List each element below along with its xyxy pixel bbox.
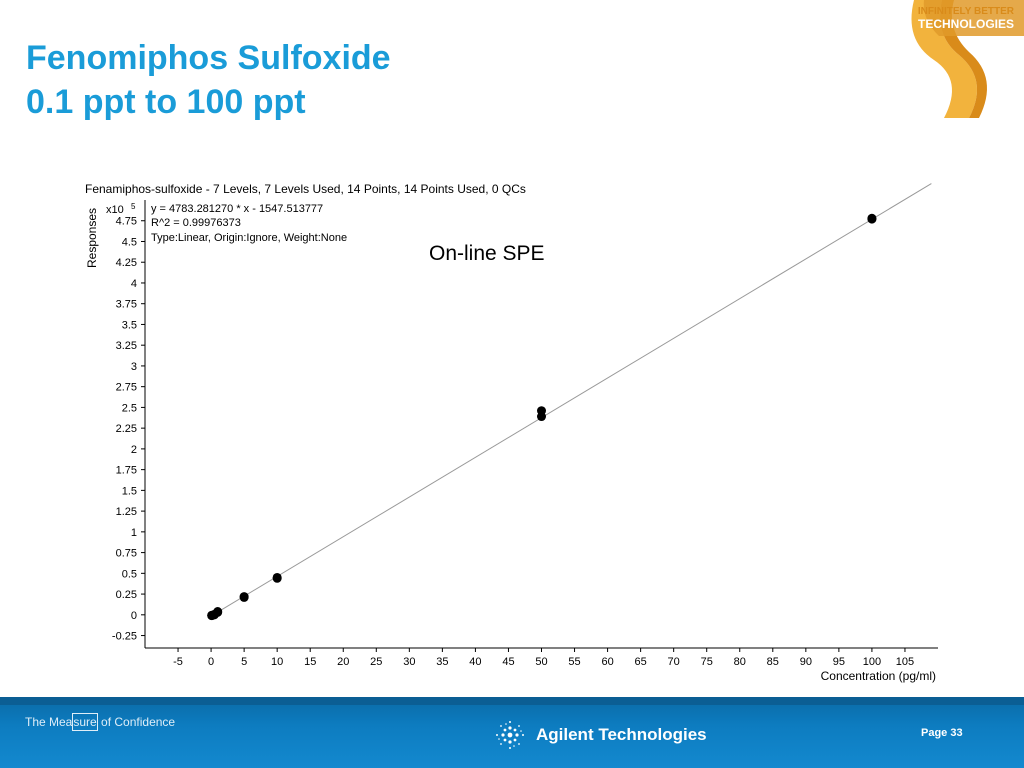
x-tick-label: 95: [833, 656, 845, 668]
tagline-post: of Confidence: [97, 715, 176, 729]
x-tick-label: 70: [668, 656, 680, 668]
x-tick-label: 105: [896, 656, 914, 668]
y-tick-label: 2: [131, 444, 137, 456]
x-tick-label: 55: [568, 656, 580, 668]
y-tick-label: 2.25: [116, 423, 137, 435]
calibration-chart: Fenamiphos-sulfoxide - 7 Levels, 7 Level…: [85, 182, 938, 683]
x-tick-label: 80: [734, 656, 746, 668]
y-multiplier-exp: 5: [131, 202, 136, 211]
y-tick-label: 4.5: [122, 236, 137, 248]
x-tick-label: 45: [502, 656, 514, 668]
y-axis-label: Responses: [85, 208, 99, 268]
y-tick-label: 2.75: [116, 382, 137, 394]
page-number: Page 33: [921, 727, 963, 739]
tagline: The Measure of Confidence: [25, 713, 176, 731]
x-tick-label: 25: [370, 656, 382, 668]
chart-title: Fenamiphos-sulfoxide - 7 Levels, 7 Level…: [85, 182, 526, 196]
axes: [144, 200, 938, 649]
y-tick-label: 3.5: [122, 319, 137, 331]
logo-line-2: TECHNOLOGIES: [917, 17, 1014, 31]
x-axis-label: Concentration (pg/ml): [821, 669, 936, 683]
x-tick-label: -5: [173, 656, 183, 668]
data-point: [213, 606, 223, 616]
x-tick-label: 85: [767, 656, 779, 668]
logo-text: INFINITELY BETTER TECHNOLOGIES: [918, 6, 1014, 30]
annotation-online-spe: On-line SPE: [429, 242, 545, 265]
x-tick-label: 5: [241, 656, 247, 668]
spark-icon: [496, 721, 524, 749]
data-point: [867, 213, 877, 223]
title-line-2: 0.1 ppt to 100 ppt: [26, 83, 306, 121]
x-tick-label: 60: [601, 656, 613, 668]
x-tick-label: 65: [635, 656, 647, 668]
fit-line-group: [210, 183, 932, 617]
x-tick-label: 35: [436, 656, 448, 668]
x-tick-label: 100: [863, 656, 881, 668]
y-tick-label: 0: [131, 610, 137, 622]
y-multiplier: x10: [106, 204, 124, 216]
data-points: [207, 213, 877, 621]
x-tick-label: 50: [535, 656, 547, 668]
y-tick-label: 3.75: [116, 299, 137, 311]
footer-stripe: [0, 697, 1024, 705]
brand-name: Agilent Technologies: [536, 725, 707, 744]
y-tick-label: 4.75: [116, 216, 137, 228]
ribbon-logo: [911, 0, 1024, 118]
x-tick-label: 75: [701, 656, 713, 668]
data-point: [272, 572, 282, 582]
y-tick-label: 1.5: [122, 485, 137, 497]
y-tick-label: 3.25: [116, 340, 137, 352]
y-tick-label: 3: [131, 361, 137, 373]
logo-line-1: INFINITELY BETTER: [917, 6, 1014, 17]
y-tick-label: 1.75: [116, 465, 137, 477]
title-line-1: Fenomiphos Sulfoxide: [26, 39, 391, 77]
footer-bar: The Measure of Confidence Agilent Techno…: [0, 697, 1024, 768]
tagline-box: sure: [72, 713, 98, 731]
tagline-pre: The Mea: [25, 715, 73, 729]
y-tick-label: -0.25: [112, 631, 137, 643]
y-tick-label: 1.25: [116, 506, 137, 518]
fit-info: Type:Linear, Origin:Ignore, Weight:None: [151, 232, 347, 244]
y-tick-label: 0.25: [116, 589, 137, 601]
x-tick-label: 30: [403, 656, 415, 668]
x-tick-label: 40: [469, 656, 481, 668]
fit-equation: y = 4783.281270 * x - 1547.513777: [151, 203, 323, 215]
data-point: [537, 406, 546, 416]
agilent-logo: Agilent Technologies: [492, 717, 707, 753]
y-tick-label: 4: [131, 278, 137, 290]
x-tick-label: 0: [208, 656, 214, 668]
y-tick-label: 0.5: [122, 568, 137, 580]
y-tick-label: 2.5: [122, 402, 137, 414]
y-tick-label: 1: [131, 527, 137, 539]
x-tick-label: 10: [271, 656, 283, 668]
x-tick-label: 90: [800, 656, 812, 668]
data-point: [239, 592, 249, 602]
ticks: -0.25 0 0.25 0.5 0.75 1 1.25 1.5 1.75 2 2.25 2.5 2.7…: [112, 216, 914, 668]
fit-line: [210, 183, 932, 617]
fit-r2: R^2 = 0.99976373: [151, 217, 241, 229]
x-tick-label: 20: [337, 656, 349, 668]
y-tick-label: 0.75: [116, 548, 137, 560]
x-tick-label: 15: [304, 656, 316, 668]
slide-title: Fenomiphos Sulfoxide 0.1 ppt to 100 ppt: [26, 36, 391, 124]
y-tick-label: 4.25: [116, 257, 137, 269]
